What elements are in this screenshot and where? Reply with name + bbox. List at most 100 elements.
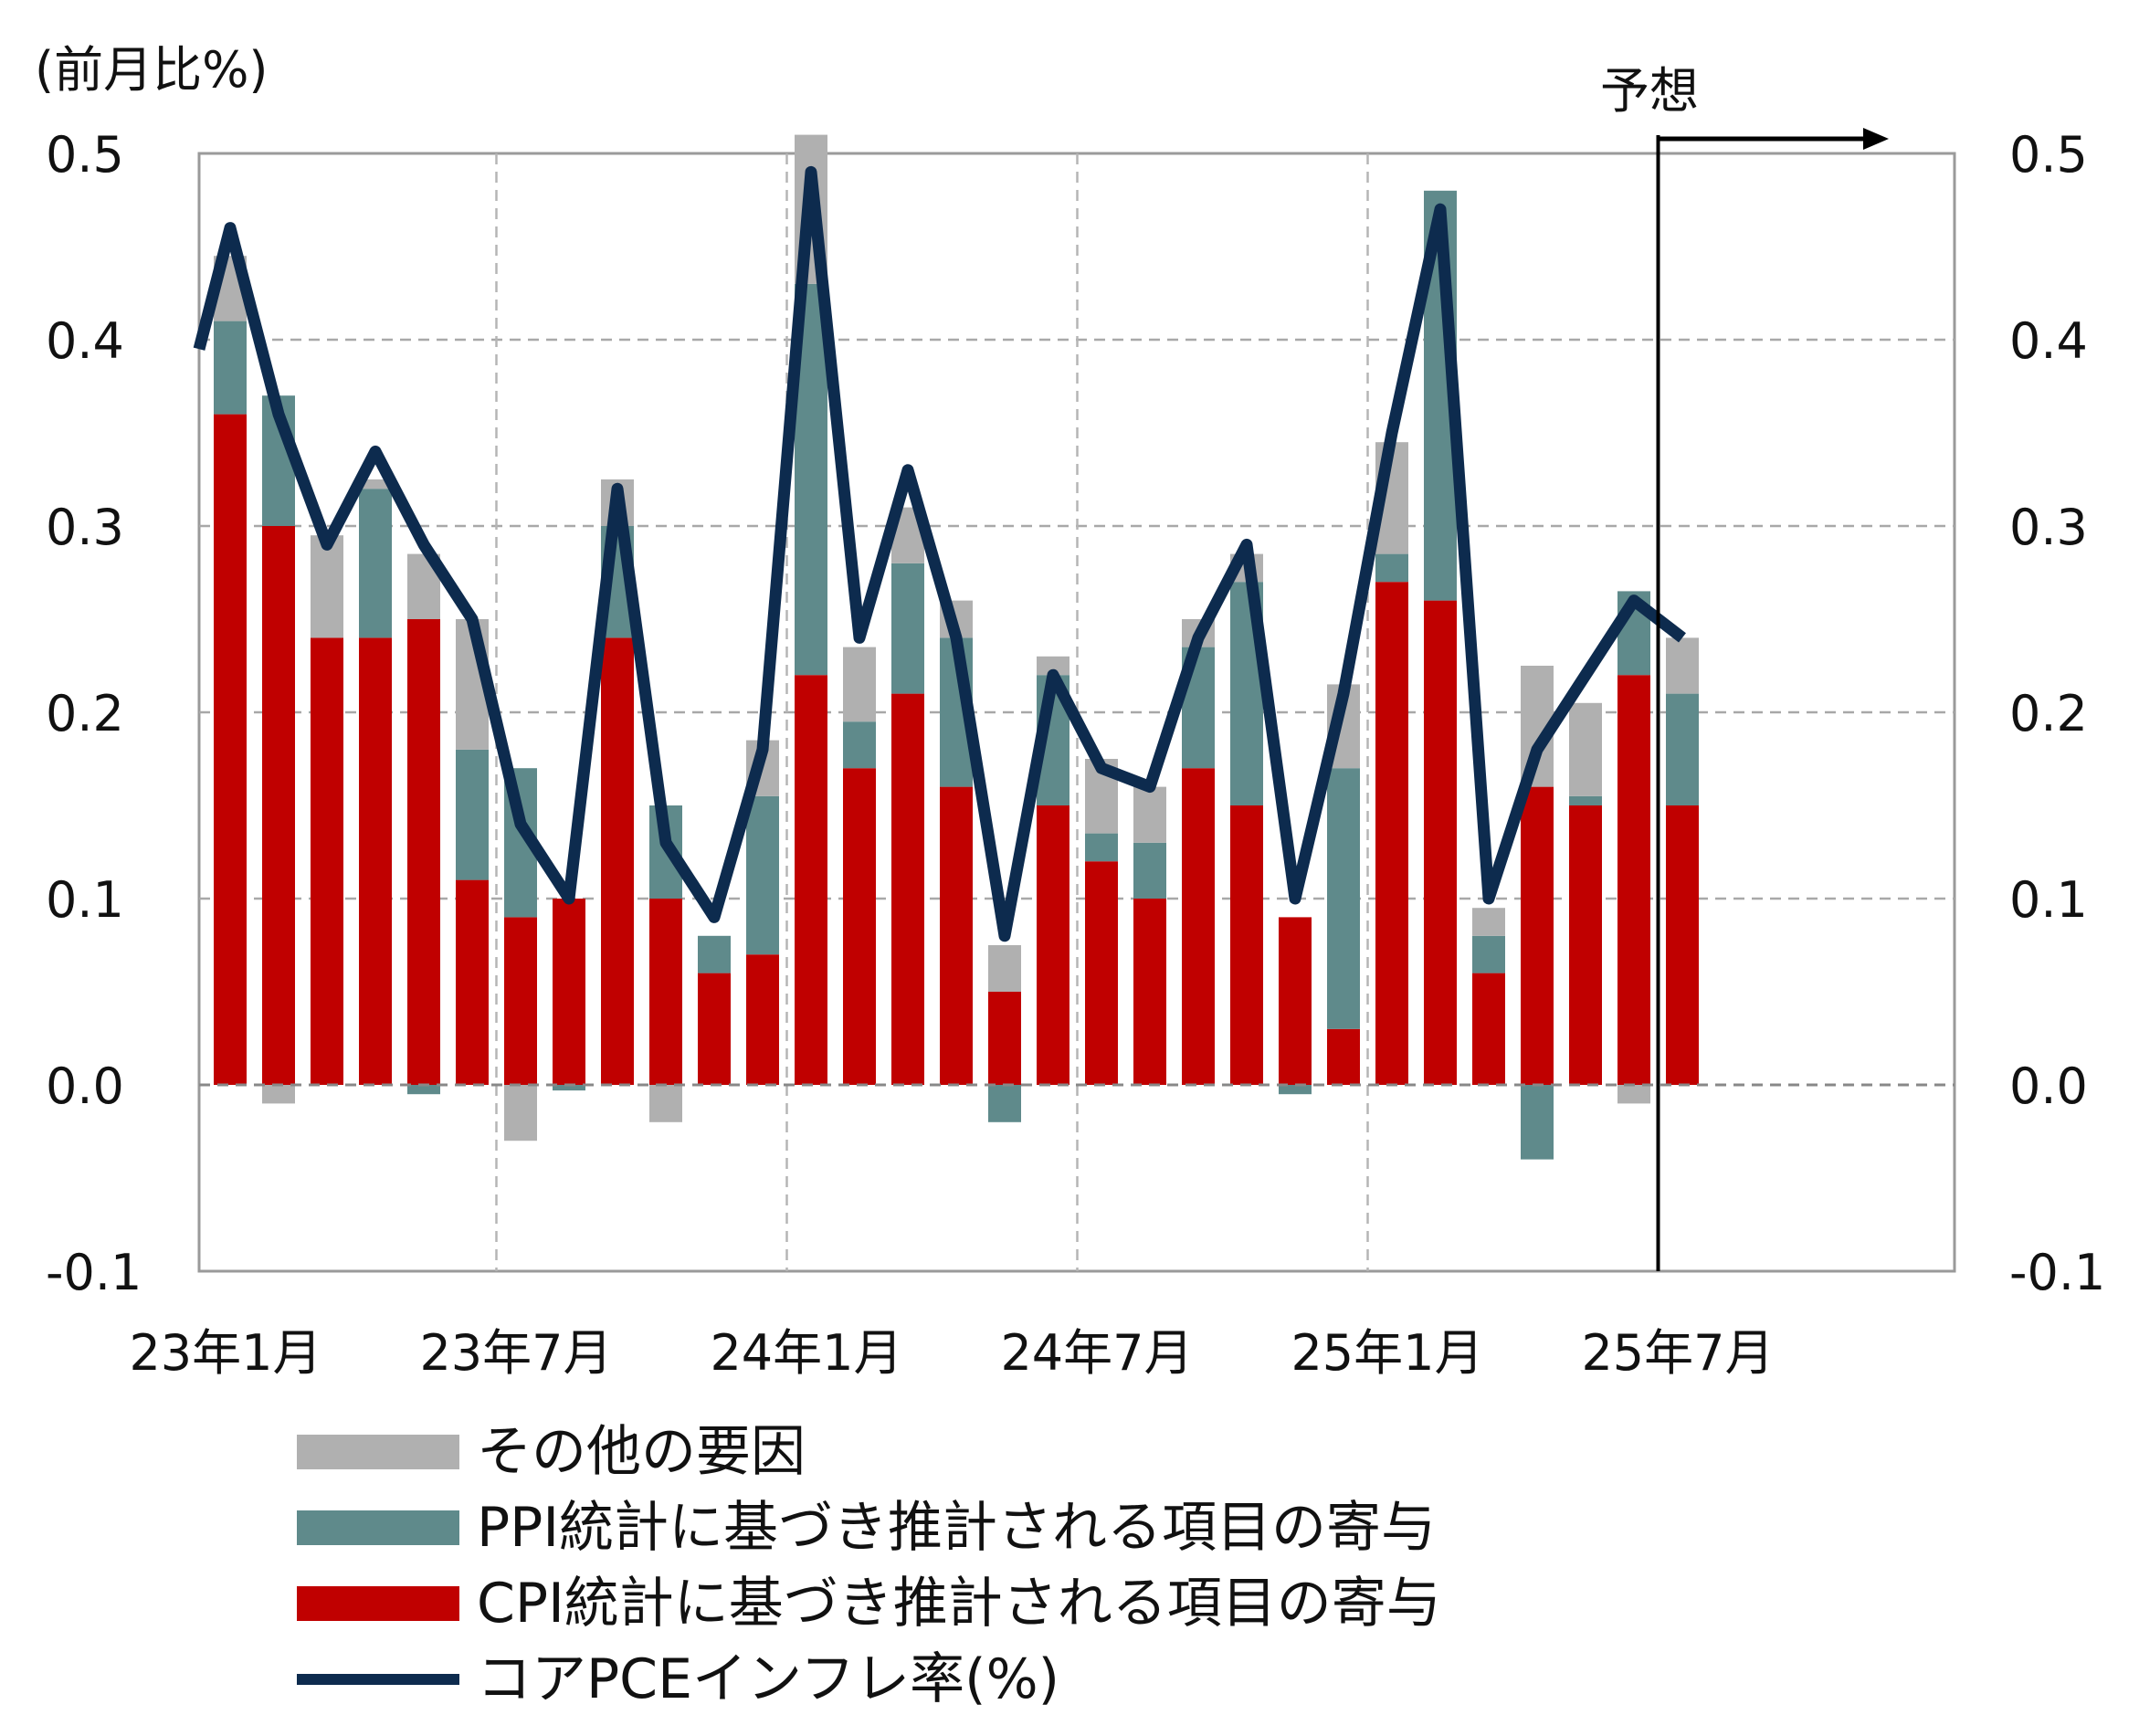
forecast-label: 予想 [1600, 62, 1699, 120]
bar-cpi [1424, 600, 1457, 1085]
x-tick-label: 24年7月 [1000, 1324, 1193, 1382]
x-tick-label: 25年7月 [1581, 1324, 1774, 1382]
legend-label: CPI統計に基づき推計される項目の寄与 [477, 1572, 1441, 1636]
y-tick-label-left: 0.3 [46, 499, 124, 556]
bar-cpi [1327, 1028, 1360, 1085]
bar-other [1569, 702, 1602, 796]
y-tick-label-left: 0.1 [46, 871, 124, 929]
bar-ppi [1085, 833, 1118, 862]
bar-cpi [891, 693, 924, 1085]
bar-cpi [1279, 917, 1312, 1085]
bar-ppi [407, 1085, 440, 1095]
bar-ppi [1375, 553, 1408, 583]
y-tick-label-left: 0.4 [46, 312, 124, 370]
bar-cpi [843, 768, 876, 1085]
legend-swatch [297, 1510, 459, 1545]
bar-cpi [649, 899, 682, 1085]
bar-other [359, 479, 392, 489]
y-tick-label-right: 0.5 [2009, 126, 2088, 184]
bar-ppi [359, 489, 392, 638]
bar-cpi [1230, 805, 1263, 1085]
y-tick-label-right: 0.2 [2009, 685, 2088, 742]
y-tick-label-left: 0.0 [46, 1057, 124, 1115]
bar-cpi [940, 786, 973, 1085]
y-tick-label-right: 0.0 [2009, 1057, 2088, 1115]
bar-cpi [1133, 899, 1166, 1085]
bar-cpi [1375, 582, 1408, 1085]
line-layer [193, 165, 1955, 1087]
bar-ppi [456, 749, 489, 880]
bar-other [988, 945, 1021, 992]
bar-other [649, 1085, 682, 1122]
bar-ppi [1569, 795, 1602, 805]
bar-ppi [1133, 842, 1166, 899]
bar-ppi [891, 563, 924, 694]
bar-other [311, 535, 343, 638]
bar-cpi [601, 637, 634, 1085]
bar-other [262, 1085, 295, 1104]
x-tick-label: 24年1月 [710, 1324, 902, 1382]
bar-cpi [746, 954, 779, 1085]
legend-layer: その他の要因 PPI統計に基づき推計される項目の寄与 CPI統計に基づき推計される項… [297, 1420, 1441, 1711]
forecast-arrow-head [1863, 128, 1889, 150]
unit-label: (前月比%) [35, 41, 268, 99]
bar-cpi [698, 973, 731, 1085]
y-tick-label-right: 0.4 [2009, 312, 2088, 370]
bar-cpi [504, 917, 537, 1085]
bar-ppi [1327, 768, 1360, 1029]
bar-ppi [988, 1085, 1021, 1122]
bar-other [1472, 908, 1505, 936]
bar-other [504, 1085, 537, 1142]
bar-ppi [214, 321, 247, 415]
bar-other [1037, 656, 1070, 676]
bar-cpi [988, 992, 1021, 1085]
bar-other [1666, 637, 1699, 694]
bar-cpi [311, 637, 343, 1085]
bar-cpi [1182, 768, 1215, 1085]
bar-cpi [1617, 675, 1650, 1085]
bar-ppi [1521, 1085, 1554, 1160]
bar-cpi [359, 637, 392, 1085]
legend-swatch [297, 1586, 459, 1621]
y-tick-label-left: 0.5 [46, 126, 124, 184]
bar-cpi [1521, 786, 1554, 1085]
bar-cpi [1472, 973, 1505, 1085]
bar-cpi [1037, 805, 1070, 1085]
legend-label: その他の要因 [477, 1420, 806, 1484]
bar-cpi [1085, 861, 1118, 1085]
bar-cpi [1666, 805, 1699, 1085]
y-tick-label-right: 0.3 [2009, 499, 2088, 556]
bar-cpi [553, 899, 585, 1085]
bar-cpi [214, 414, 247, 1086]
bar-other [1617, 1085, 1650, 1104]
x-tick-label: 23年1月 [129, 1324, 321, 1382]
bar-ppi [698, 935, 731, 973]
bar-cpi [1569, 805, 1602, 1085]
y-tick-label-left: 0.2 [46, 685, 124, 742]
bar-cpi [407, 619, 440, 1085]
bar-ppi [1472, 935, 1505, 973]
y-tick-label-right: 0.1 [2009, 871, 2088, 929]
bar-ppi [553, 1085, 585, 1091]
line-core-pce [193, 165, 1686, 942]
bar-cpi [795, 675, 827, 1085]
legend-swatch [297, 1435, 459, 1469]
bar-ppi [746, 795, 779, 955]
x-tick-label: 25年1月 [1291, 1324, 1483, 1382]
x-tick-label: 23年7月 [419, 1324, 612, 1382]
legend-label: コアPCEインフレ率(%) [477, 1647, 1059, 1711]
axis-layer: 0.5 0.5 0.4 0.4 0.3 0.3 0.2 0.2 0.1 0.1 0.0 0.0 -0.1… [46, 126, 2105, 1382]
bar-cpi [262, 526, 295, 1085]
bar-other [843, 647, 876, 722]
bar-other [1133, 786, 1166, 843]
y-tick-label-right: -0.1 [2009, 1244, 2105, 1301]
bar-layer [214, 134, 1699, 1160]
bar-ppi [843, 721, 876, 769]
bar-ppi [1279, 1085, 1312, 1095]
bar-ppi [1666, 693, 1699, 805]
legend-label: PPI統計に基づき推計される項目の寄与 [477, 1496, 1436, 1560]
y-tick-label-left: -0.1 [46, 1244, 142, 1301]
bar-cpi [456, 879, 489, 1085]
